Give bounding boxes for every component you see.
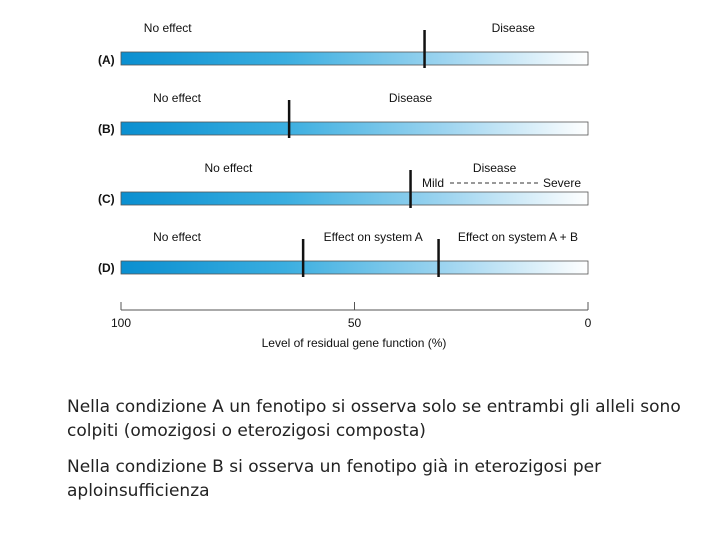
row-c-severity-severe: Severe — [543, 176, 581, 190]
row-c-bar — [120, 191, 589, 206]
x-axis-tick-label: 50 — [348, 316, 362, 330]
row-d-bar — [120, 260, 589, 275]
x-axis-tick-label: 0 — [585, 316, 592, 330]
row-a-bar — [120, 51, 589, 66]
row-b-zone-no-effect: No effect — [153, 91, 201, 105]
row-d-zone-system-a: Effect on system A — [324, 230, 423, 244]
residual-function-diagram: (A) No effect Disease (B) No effect Dise… — [98, 21, 592, 350]
row-b-bar — [120, 121, 589, 136]
row-c-label: (C) — [98, 192, 115, 206]
row-a: (A) No effect Disease — [98, 21, 589, 68]
row-c-severity-mild: Mild — [422, 176, 444, 190]
x-axis-tick-label: 100 — [111, 316, 131, 330]
x-axis: 100 50 0 Level of residual gene function… — [111, 302, 592, 350]
x-axis-title: Level of residual gene function (%) — [262, 336, 447, 350]
row-b-zone-disease: Disease — [389, 91, 433, 105]
row-b: (B) No effect Disease — [98, 91, 589, 138]
row-c-zone-disease: Disease — [473, 161, 517, 175]
row-a-zone-no-effect: No effect — [144, 21, 192, 35]
row-d: (D) No effect Effect on system A Effect … — [98, 230, 589, 277]
row-a-label: (A) — [98, 53, 115, 67]
row-a-zone-disease: Disease — [492, 21, 536, 35]
row-d-zone-system-ab: Effect on system A + B — [458, 230, 578, 244]
row-c-zone-no-effect: No effect — [205, 161, 253, 175]
row-c: (C) No effect Disease Mild Severe — [98, 161, 589, 208]
caption-condition-b: Nella condizione B si osserva un fenotip… — [67, 457, 602, 501]
row-d-zone-no-effect: No effect — [153, 230, 201, 244]
row-d-label: (D) — [98, 261, 115, 275]
caption-condition-a: Nella condizione A un fenotipo si osserv… — [67, 397, 681, 441]
row-b-label: (B) — [98, 122, 115, 136]
